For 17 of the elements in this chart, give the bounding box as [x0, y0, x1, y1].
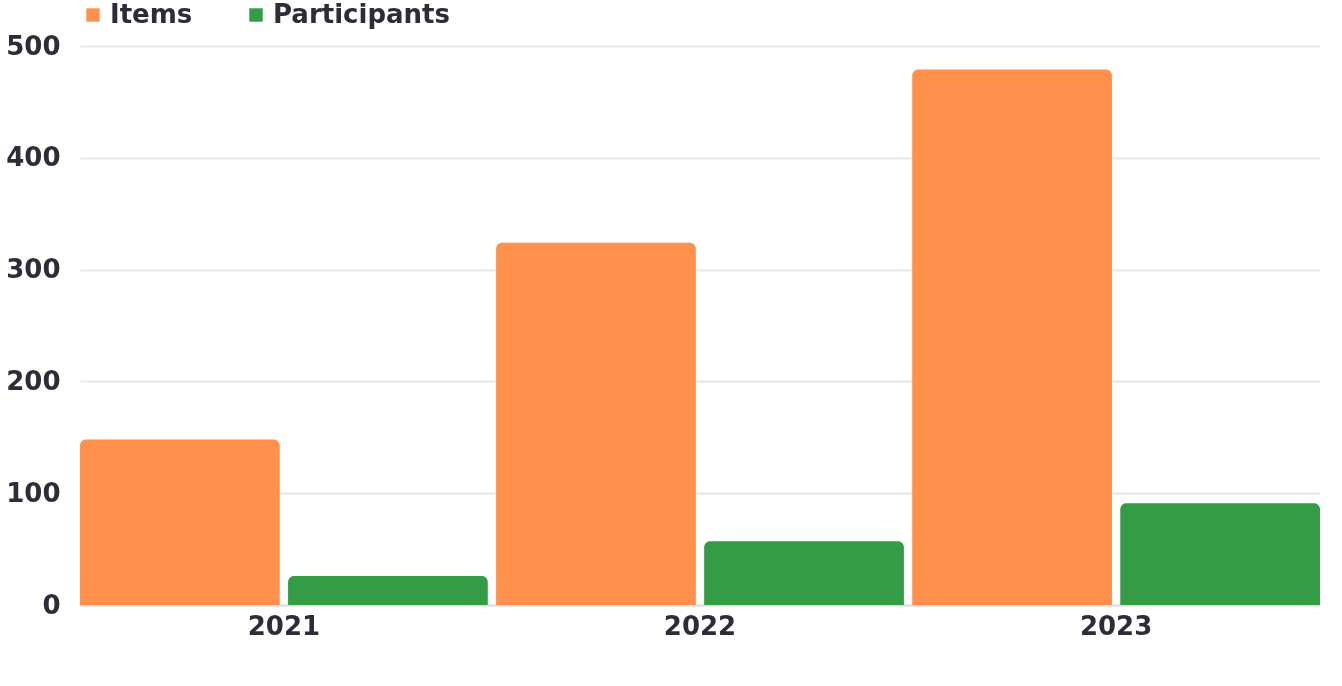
- y-tick-label: 300: [6, 254, 61, 285]
- bar: [288, 575, 488, 605]
- x-tick-label: 2022: [663, 610, 737, 641]
- y-tick-label: 400: [6, 142, 61, 173]
- bar: [912, 69, 1112, 605]
- y-tick-label: 200: [6, 365, 61, 396]
- legend-label: Participants: [273, 0, 450, 29]
- bar: [704, 541, 904, 605]
- bar: [1120, 503, 1320, 605]
- y-tick-label: 0: [42, 589, 61, 620]
- y-tick-label: 100: [6, 477, 61, 508]
- x-tick-label: 2023: [1079, 610, 1153, 641]
- bar: [496, 242, 696, 605]
- x-tick-label: 2021: [247, 610, 321, 641]
- legend-label: Items: [110, 0, 193, 29]
- bar: [80, 439, 280, 605]
- y-tick-label: 500: [6, 30, 61, 61]
